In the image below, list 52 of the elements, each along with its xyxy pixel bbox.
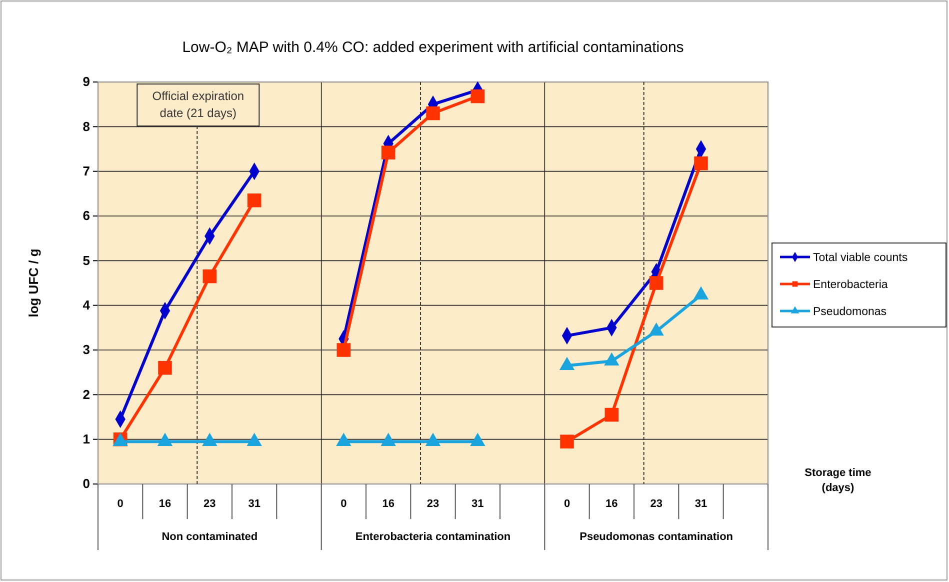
x-tick-label: 31 bbox=[472, 498, 484, 510]
x-tick-label: 23 bbox=[650, 498, 662, 510]
x-tick-label: 31 bbox=[248, 498, 260, 510]
x-tick-label: 0 bbox=[564, 498, 570, 510]
legend-label: Total viable counts bbox=[813, 252, 908, 264]
x-tick-label: 0 bbox=[117, 498, 124, 510]
point bbox=[202, 269, 217, 284]
point bbox=[425, 432, 441, 446]
text: Non contaminated bbox=[162, 531, 258, 543]
y-tick-label: 7 bbox=[82, 163, 90, 178]
y-tick-label: 9 bbox=[82, 74, 90, 90]
text: Enterobacteria contamination bbox=[355, 531, 511, 543]
point bbox=[246, 432, 262, 446]
y-tick-label: 8 bbox=[82, 118, 90, 134]
y-tick-label: 3 bbox=[82, 342, 90, 358]
point bbox=[426, 106, 440, 120]
text: Pseudomonas contamination bbox=[580, 531, 734, 543]
y-axis-title: log UFC / g bbox=[26, 248, 41, 318]
legend-label: Enterobacteria bbox=[813, 279, 888, 291]
x-tick-label: 31 bbox=[694, 498, 708, 510]
point bbox=[694, 156, 708, 170]
legend-label: Pseudomonas bbox=[813, 306, 887, 318]
y-tick-label: 1 bbox=[82, 431, 90, 446]
point bbox=[202, 432, 218, 446]
point bbox=[380, 432, 396, 446]
point bbox=[470, 89, 485, 104]
point bbox=[336, 343, 351, 357]
point bbox=[381, 146, 396, 160]
x-tick-label: 23 bbox=[204, 498, 216, 510]
y-tick-label: 6 bbox=[82, 208, 90, 224]
point bbox=[247, 193, 262, 208]
annotation: Official expiration date (21 days) bbox=[152, 89, 244, 120]
y-tick-label: 4 bbox=[82, 297, 91, 312]
x-axis-title: Storage time (days) bbox=[804, 467, 872, 494]
x-tick-label: 16 bbox=[158, 498, 172, 510]
x-tick-label: 0 bbox=[340, 498, 347, 510]
point bbox=[648, 322, 664, 336]
point bbox=[693, 286, 709, 300]
y-tick-label: 0 bbox=[82, 476, 90, 492]
point bbox=[158, 360, 172, 375]
point bbox=[157, 432, 173, 446]
chart-title: Low-O₂ MAP with 0.4% CO: added experiment with artificial contaminations bbox=[182, 39, 684, 56]
point bbox=[649, 276, 664, 290]
x-tick-label: 16 bbox=[382, 498, 394, 510]
point bbox=[604, 352, 620, 366]
point bbox=[559, 356, 575, 370]
x-tick-label: 16 bbox=[606, 498, 618, 510]
y-tick-label: 2 bbox=[82, 386, 90, 402]
point bbox=[336, 432, 352, 446]
x-tick-label: 23 bbox=[426, 498, 440, 510]
y-tick-label: 5 bbox=[82, 252, 90, 268]
point bbox=[470, 432, 486, 446]
